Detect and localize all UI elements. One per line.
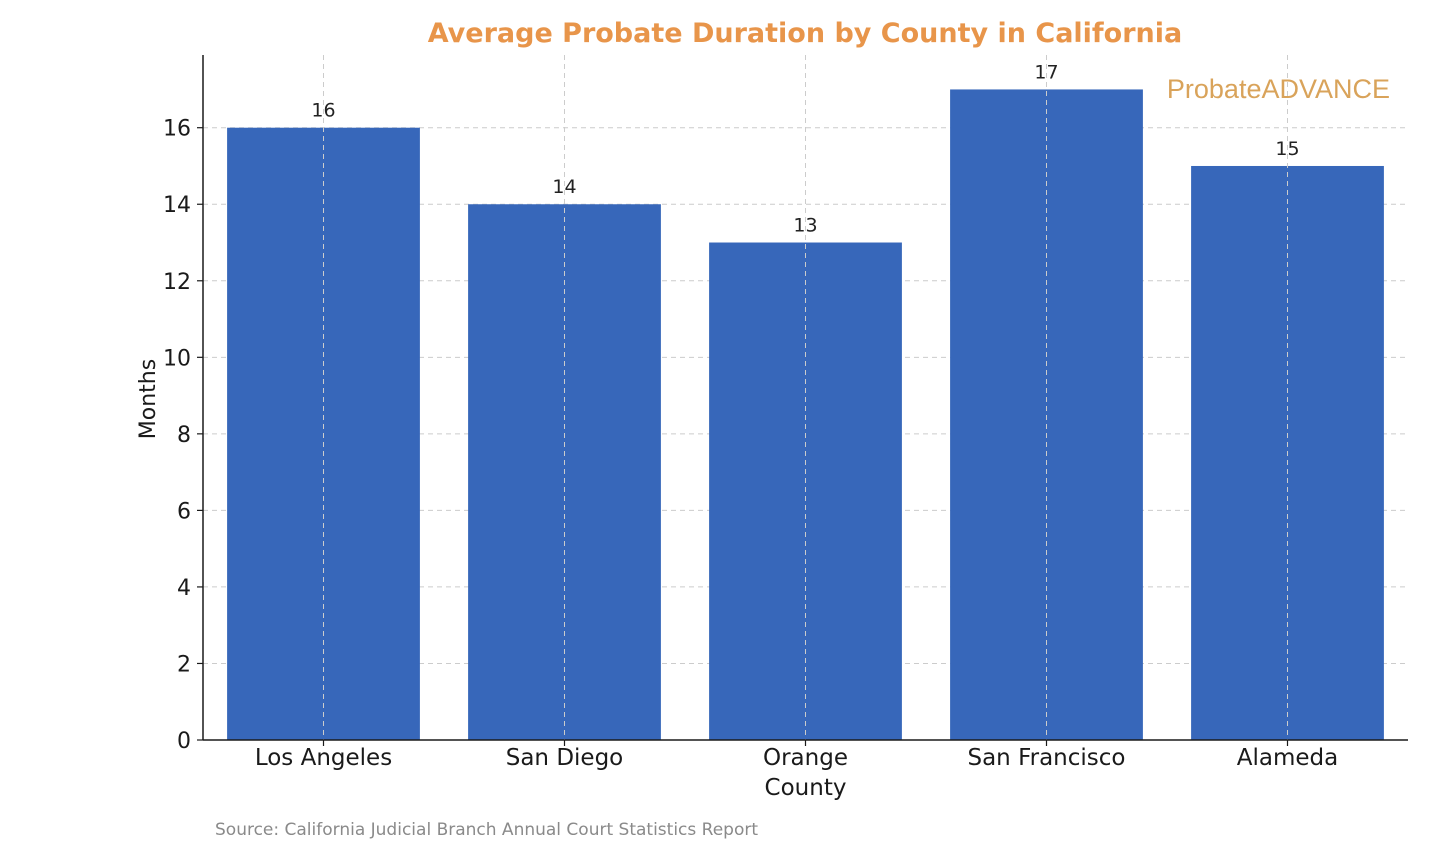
y-tick-label: 10 [163,346,191,371]
axes [197,55,1408,746]
y-tick-label: 0 [177,729,191,754]
x-tick-label: Orange County [763,745,848,801]
y-tick-label: 8 [177,423,191,448]
x-tick-label: Alameda [1237,745,1338,771]
data-label: 13 [793,215,817,237]
y-tick-label: 6 [177,499,191,524]
y-tick-label: 14 [163,193,191,218]
data-label: 14 [552,176,576,198]
y-tick-label: 16 [163,117,191,142]
x-tick-label-line: San Diego [506,745,624,771]
data-label: 17 [1034,61,1058,83]
data-labels: 16 14 13 17 15 [311,61,1299,236]
y-tick-label: 2 [177,652,191,677]
x-tick-label-line: Orange [763,745,848,771]
x-tick-label-line: Alameda [1237,745,1338,771]
x-category-labels: Los Angeles San Diego Orange County San Fran… [255,745,1338,801]
y-tick-label: 12 [163,270,191,295]
data-label: 16 [311,100,335,122]
x-tick-label-line: County [765,775,847,801]
x-tick-label-line: Los Angeles [255,745,392,771]
source-note: Source: California Judicial Branch Annua… [215,820,758,840]
vertical-grid-lines [323,55,1288,740]
y-tick-label: 4 [177,576,191,601]
x-tick-label: San Francisco [967,745,1125,771]
x-tick-label: San Diego [506,745,624,771]
brand-logo: ProbateADVANCE [1167,74,1390,104]
brand-logo-part1: Probate [1167,74,1262,104]
brand-logo-part2: ADVANCE [1261,74,1390,104]
x-tick-label: Los Angeles [255,745,392,771]
x-tick-label-line: San Francisco [967,745,1125,771]
data-label: 15 [1275,138,1299,160]
chart-title: Average Probate Duration by County in Ca… [428,18,1183,49]
y-axis-label: Months [136,359,161,439]
y-tick-labels: 0 2 4 6 8 10 12 14 16 [163,117,191,754]
